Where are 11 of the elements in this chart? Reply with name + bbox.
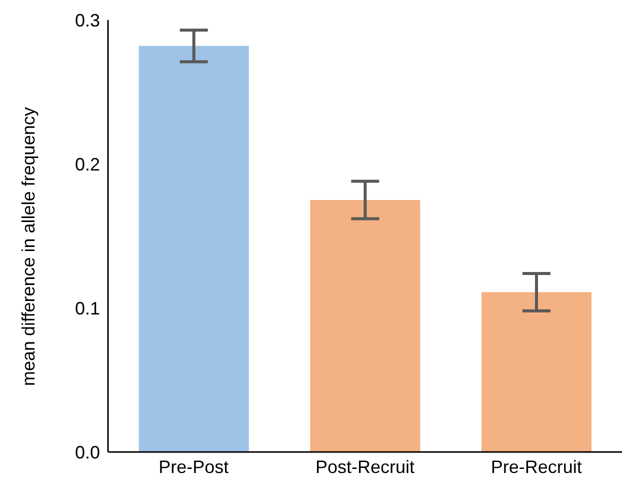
y-tick-label: 0.3 xyxy=(74,10,100,30)
x-tick-label: Pre-Recruit xyxy=(490,456,582,477)
bar xyxy=(138,46,249,452)
y-tick-label: 0.2 xyxy=(74,154,100,174)
x-tick-label: Post-Recruit xyxy=(315,456,415,477)
y-tick-label: 0.1 xyxy=(74,298,100,318)
x-tick-label: Pre-Post xyxy=(158,456,229,477)
y-tick-label: 0.0 xyxy=(74,442,100,462)
y-axis-title: mean difference in allele frequency xyxy=(18,107,38,386)
bar xyxy=(482,292,592,452)
bar xyxy=(310,200,420,452)
